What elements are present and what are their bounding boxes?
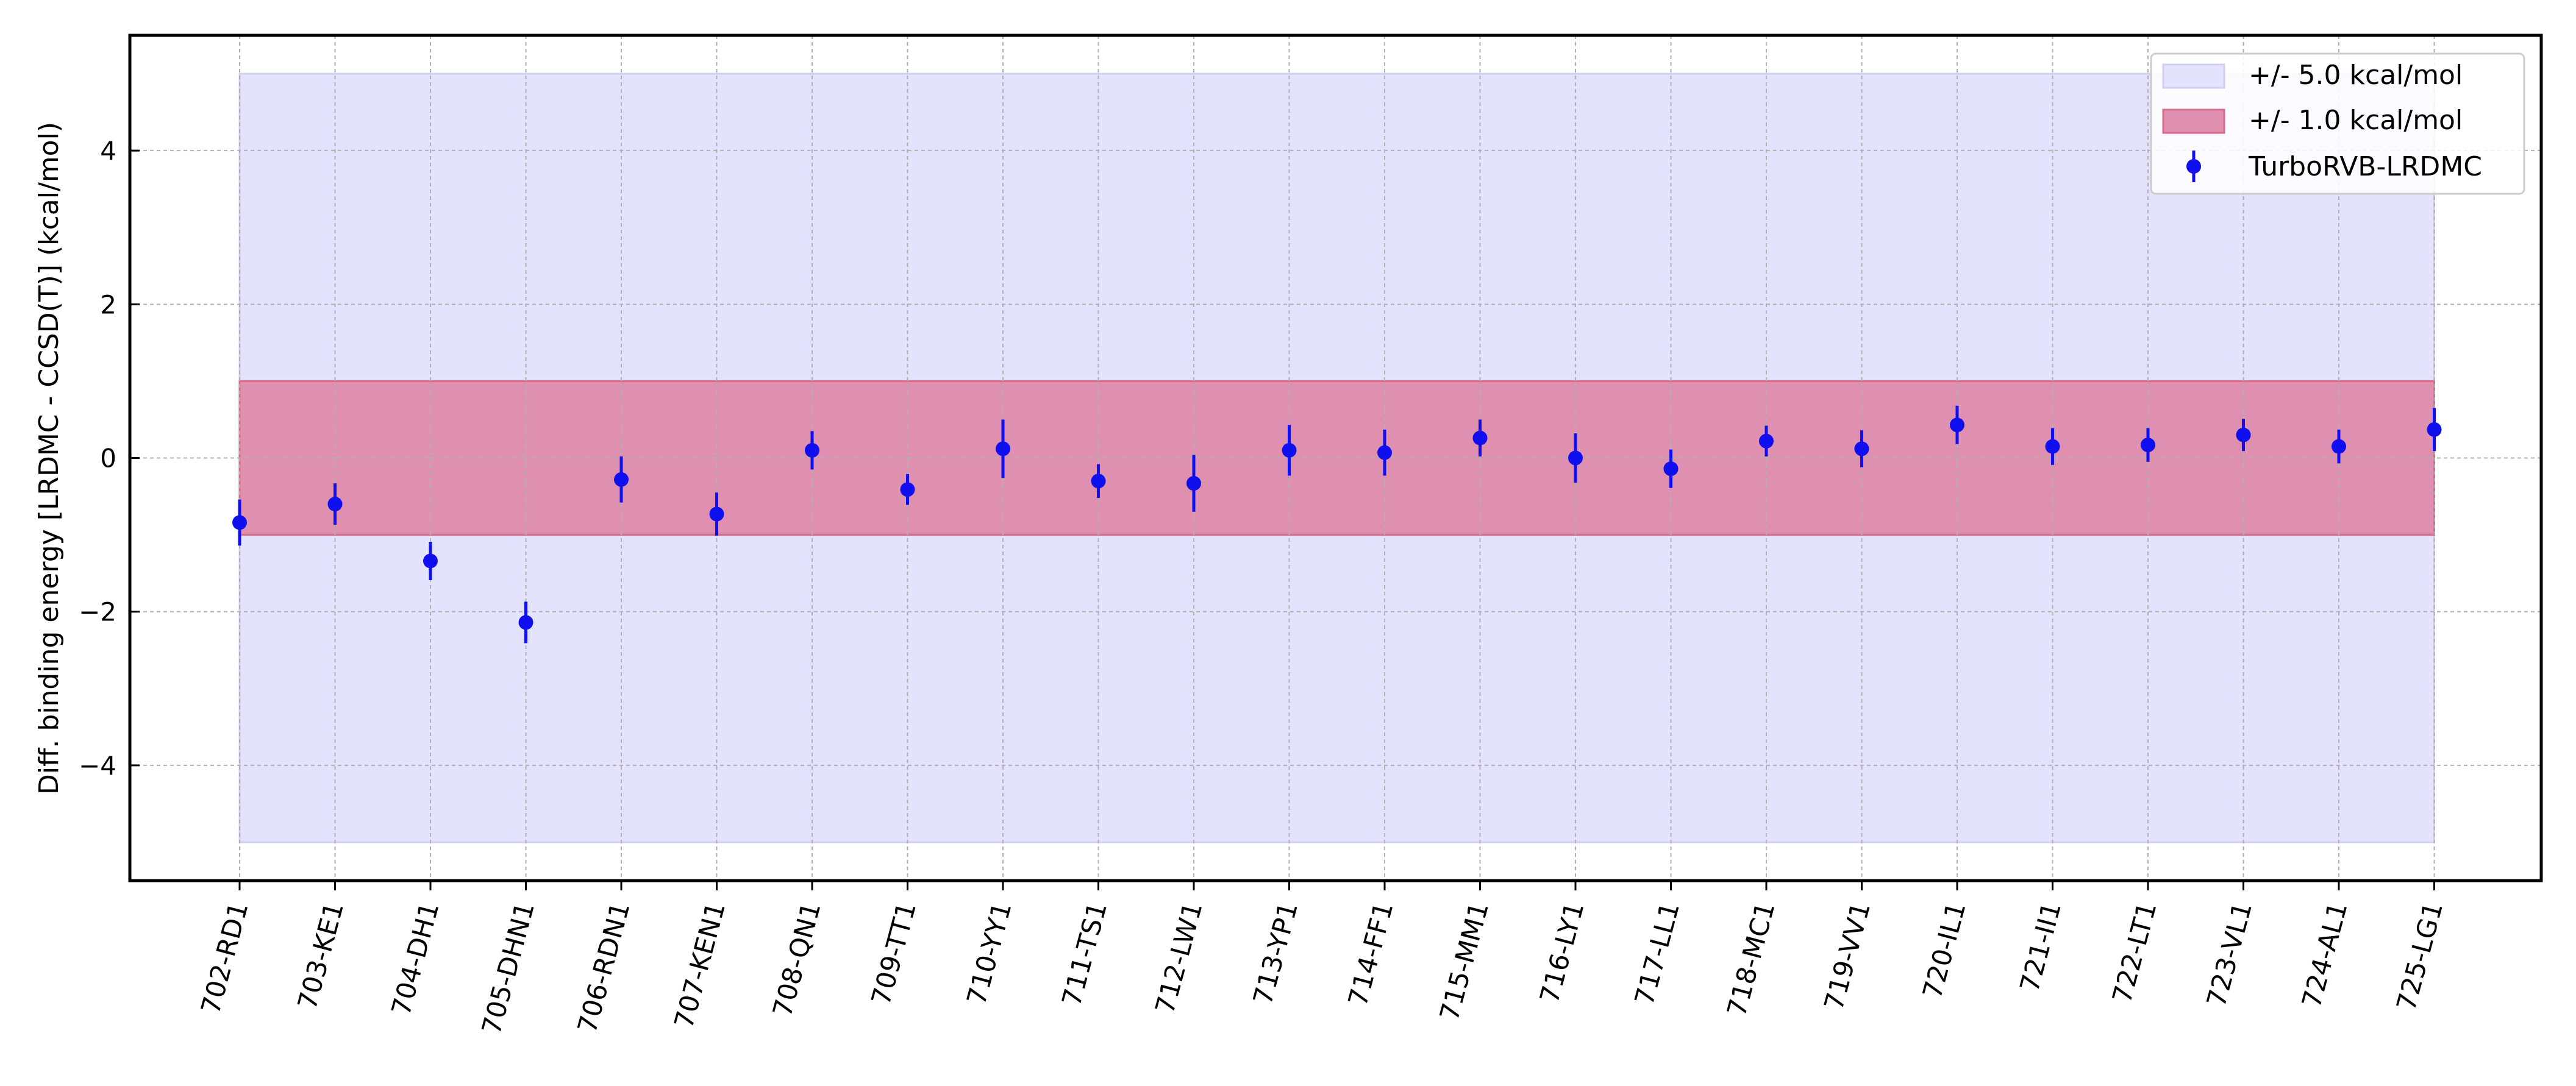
point-marker (2045, 439, 2060, 454)
data-point (1472, 419, 1488, 456)
point-marker (1282, 442, 1297, 458)
point-marker (996, 441, 1010, 456)
legend: +/- 5.0 kcal/mol +/- 1.0 kcal/mol TurboRVB… (2150, 52, 2525, 195)
data-point (709, 492, 724, 536)
data-point (996, 419, 1010, 478)
x-tick-label: 718-MC1 (1722, 899, 1782, 1020)
x-tick-label: 710-YY1 (962, 899, 1018, 1008)
x-tick-label: 705-DHN1 (476, 899, 541, 1038)
x-tick-label: 723-VL1 (2201, 899, 2258, 1010)
point-marker (614, 472, 629, 487)
point-marker (1377, 445, 1392, 460)
x-tick-label: 719-VV1 (1819, 899, 1877, 1013)
x-tick-label: 703-KE1 (292, 899, 350, 1013)
y-tick-label: 2 (100, 289, 116, 319)
x-tick-label: 704-DH1 (386, 899, 446, 1019)
point-marker (1472, 430, 1488, 445)
data-point (232, 499, 247, 546)
data-point (805, 431, 819, 470)
point-marker (2141, 438, 2155, 453)
data-point (1568, 433, 1583, 483)
legend-label: +/- 1.0 kcal/mol (2249, 105, 2463, 136)
data-point (1377, 429, 1392, 476)
x-tick-label: 716-LY1 (1534, 899, 1590, 1007)
point-marker (1950, 417, 1964, 433)
legend-marker (2186, 159, 2201, 174)
point-marker (518, 615, 533, 630)
x-tick-label: 711-TS1 (1057, 899, 1113, 1010)
y-tick-label: 4 (100, 136, 116, 166)
x-tick-label: 714-FF1 (1343, 899, 1399, 1009)
legend-box (2150, 52, 2525, 195)
point-marker (232, 515, 247, 530)
data-point (900, 474, 915, 505)
y-tick-label: −2 (79, 597, 116, 627)
y-axis-label: Diff. binding energy [LRDMC - CCSD(T)] (… (34, 122, 65, 795)
point-marker (1568, 450, 1583, 466)
points-layer (232, 405, 2442, 644)
x-tick-label: 720-IL1 (1918, 899, 1972, 1002)
x-tick-label: 712-LW1 (1150, 899, 1209, 1017)
x-tick-label: 707-KEN1 (669, 899, 732, 1032)
point-marker (1854, 441, 1869, 456)
legend-label: TurboRVB-LRDMC (2248, 151, 2482, 182)
x-tick-label: 725-LG1 (2391, 899, 2449, 1014)
x-tick-label: 715-MM1 (1434, 899, 1495, 1024)
data-point (423, 541, 438, 580)
x-tick-label: 709-TT1 (866, 899, 922, 1009)
x-tick-label: 721-II1 (2014, 899, 2068, 995)
x-tick-label: 713-YP1 (1247, 899, 1304, 1008)
data-point (1950, 405, 1964, 444)
point-marker (1663, 461, 1679, 477)
data-point (327, 483, 343, 525)
legend-swatch (2162, 108, 2225, 134)
data-point (1282, 425, 1297, 476)
point-marker (805, 442, 819, 458)
data-point (2236, 419, 2251, 452)
data-point (1186, 455, 1201, 512)
data-point (1759, 425, 1774, 456)
x-tick-label: 717-LL1 (1629, 899, 1686, 1009)
point-marker (423, 553, 438, 569)
data-point (518, 602, 533, 644)
data-point (1854, 430, 1869, 467)
data-point (2332, 429, 2346, 464)
grid-layer (130, 35, 2541, 881)
point-marker (1091, 474, 1106, 489)
point-marker (2332, 439, 2346, 454)
x-tick-label: 706-RDN1 (572, 899, 636, 1037)
point-marker (1186, 476, 1201, 491)
data-point (2427, 408, 2442, 452)
point-marker (2427, 422, 2442, 437)
point-marker (1759, 433, 1774, 449)
data-point (614, 456, 629, 503)
point-marker (2236, 427, 2251, 442)
legend-swatch (2162, 63, 2225, 89)
y-tick-label: 0 (100, 444, 116, 474)
data-point (1663, 449, 1679, 488)
point-marker (900, 482, 915, 497)
point-marker (709, 506, 724, 522)
point-marker (327, 497, 343, 512)
data-point (1091, 464, 1106, 499)
legend-label: +/- 5.0 kcal/mol (2249, 60, 2463, 91)
data-point (2141, 428, 2155, 462)
x-tick-label: 722-LT1 (2107, 899, 2163, 1006)
x-tick-label: 702-RD1 (196, 899, 255, 1017)
data-point (2045, 428, 2060, 465)
y-tick-label: −4 (79, 751, 116, 781)
x-tick-label: 724-AL1 (2296, 899, 2353, 1011)
x-tick-label: 708-QN1 (767, 899, 827, 1020)
